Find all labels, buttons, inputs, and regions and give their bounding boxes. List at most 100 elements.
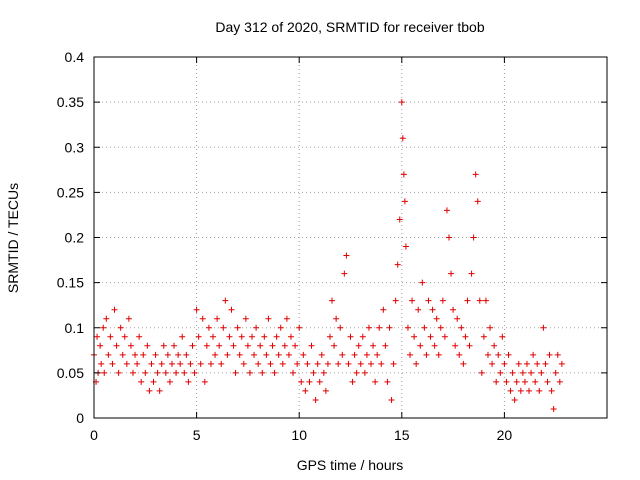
data-point (474, 198, 481, 205)
data-point (339, 351, 346, 358)
data-point (232, 369, 239, 376)
data-point (335, 360, 342, 367)
data-point (542, 360, 549, 367)
data-point (519, 369, 526, 376)
data-point (269, 342, 276, 349)
data-point (201, 378, 208, 385)
data-point (493, 378, 500, 385)
data-point (552, 369, 559, 376)
data-point (476, 297, 483, 304)
data-point (368, 360, 375, 367)
data-point (505, 351, 512, 358)
data-point (290, 369, 297, 376)
data-point (441, 333, 448, 340)
data-point (156, 387, 163, 394)
data-point (538, 369, 545, 376)
data-point (487, 324, 494, 331)
x-tick-labels: 0 5 10 15 20 (90, 427, 512, 443)
data-point (257, 342, 264, 349)
data-point (302, 387, 309, 394)
data-point (294, 360, 301, 367)
data-point (199, 315, 206, 322)
data-point (146, 387, 153, 394)
data-point (242, 315, 249, 322)
data-point (152, 351, 159, 358)
data-point (298, 378, 305, 385)
data-point (460, 360, 467, 367)
data-point (121, 333, 128, 340)
data-point (226, 333, 233, 340)
data-point (523, 360, 530, 367)
data-point (429, 306, 436, 313)
data-point (275, 351, 282, 358)
data-point (287, 333, 294, 340)
data-point (536, 387, 543, 394)
data-point (499, 333, 506, 340)
y-tick-label: 0.35 (57, 94, 84, 110)
data-point (115, 369, 122, 376)
data-point (480, 333, 487, 340)
data-point (197, 360, 204, 367)
data-point (306, 378, 313, 385)
data-point (341, 270, 348, 277)
data-point (470, 234, 477, 241)
data-point (240, 360, 247, 367)
data-point (353, 369, 360, 376)
data-point (458, 324, 465, 331)
data-point (105, 351, 112, 358)
data-point (489, 360, 496, 367)
data-point (454, 315, 461, 322)
data-point (384, 378, 391, 385)
data-point (236, 351, 243, 358)
data-point (532, 378, 539, 385)
data-point (404, 324, 411, 331)
data-point (421, 324, 428, 331)
data-point (267, 360, 274, 367)
data-point (173, 369, 180, 376)
data-point (503, 378, 510, 385)
data-point (402, 243, 409, 250)
data-point (125, 315, 132, 322)
data-point (411, 333, 418, 340)
data-point (394, 261, 401, 268)
data-point (365, 324, 372, 331)
data-point (129, 369, 136, 376)
data-point (251, 351, 258, 358)
chart-title: Day 312 of 2020, SRMTID for receiver tbo… (215, 19, 484, 35)
data-point (540, 324, 547, 331)
data-point (448, 270, 455, 277)
data-point (181, 369, 188, 376)
data-point (333, 315, 340, 322)
data-point (439, 297, 446, 304)
data-point (244, 342, 251, 349)
data-point (312, 396, 319, 403)
data-point (107, 333, 114, 340)
y-tick-label: 0.3 (65, 139, 85, 155)
data-point (100, 324, 107, 331)
data-point (517, 387, 524, 394)
data-point (521, 378, 528, 385)
data-point (413, 360, 420, 367)
data-point (119, 351, 126, 358)
data-point (324, 360, 331, 367)
data-point (238, 333, 245, 340)
data-point (296, 324, 303, 331)
data-point (363, 351, 370, 358)
data-point (468, 270, 475, 277)
axis-ticks (93, 56, 607, 419)
data-point (417, 342, 424, 349)
data-point (378, 360, 385, 367)
data-point (435, 351, 442, 358)
data-points (91, 99, 565, 412)
data-point (423, 351, 430, 358)
x-tick-label: 0 (90, 427, 98, 443)
data-point (548, 387, 555, 394)
data-point (401, 198, 408, 205)
data-point (246, 369, 253, 376)
data-point (509, 369, 516, 376)
data-point (554, 351, 561, 358)
data-point (349, 378, 356, 385)
data-point (253, 324, 260, 331)
data-point (355, 342, 362, 349)
